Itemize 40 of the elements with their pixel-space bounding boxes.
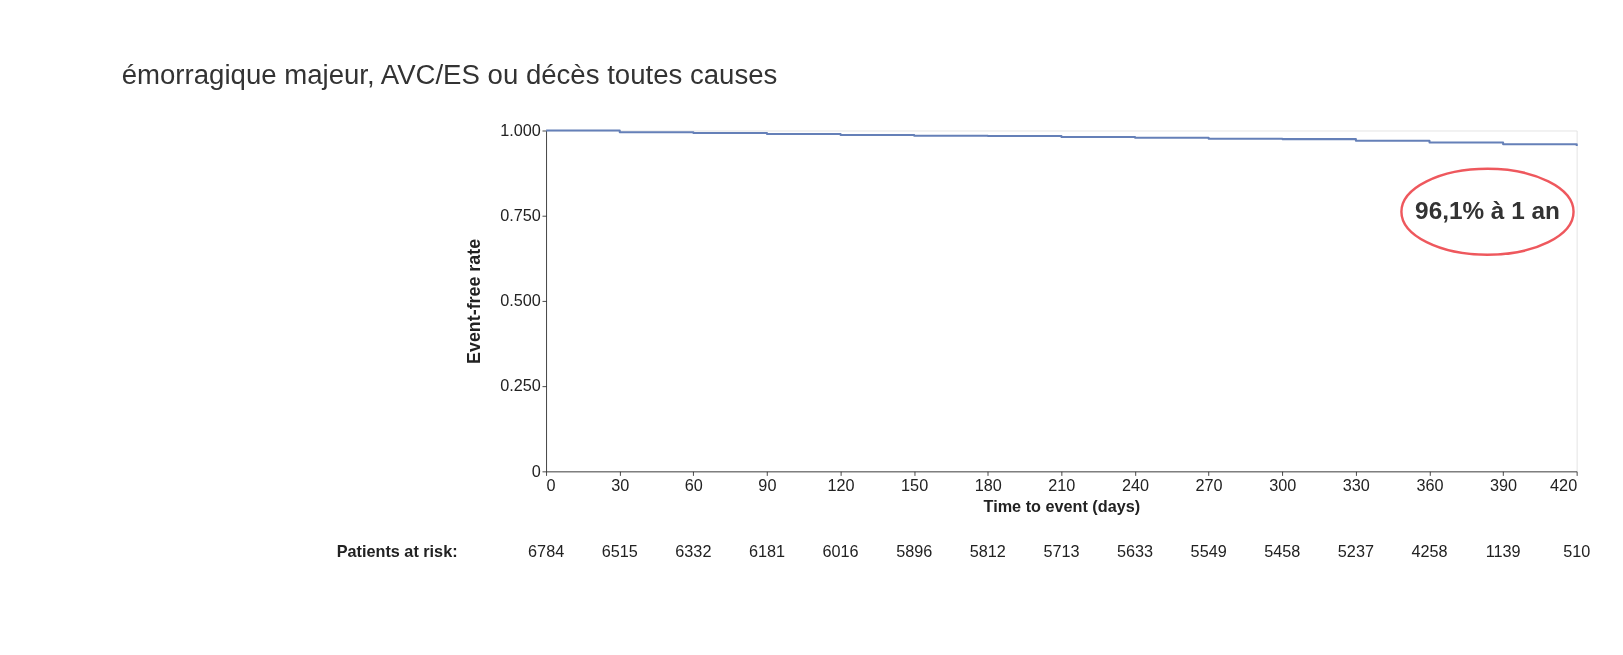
text: 6181 bbox=[748, 542, 786, 561]
text: 4258 bbox=[1411, 542, 1448, 561]
x-tick-label: 90 bbox=[758, 475, 777, 494]
x-tick-label: 150 bbox=[901, 475, 929, 494]
text: 5633 bbox=[1117, 542, 1154, 561]
text: 5713 bbox=[1043, 542, 1080, 561]
y-tick-label: 0 bbox=[531, 461, 541, 480]
x-tick-label: 120 bbox=[827, 475, 855, 494]
x-axis-title: Time to event (days) bbox=[983, 496, 1141, 515]
x-tick-label: 30 bbox=[611, 475, 630, 494]
text: 6515 bbox=[601, 542, 638, 561]
y-tick-label: 1.000 bbox=[500, 120, 541, 139]
x-tick-label: 390 bbox=[1490, 475, 1518, 494]
y-tick-label: 0.750 bbox=[500, 206, 541, 225]
y-tick-label: 0.500 bbox=[500, 291, 541, 310]
chart-title: émorragique majeur, AVC/ES ou décès toutes causes bbox=[121, 59, 778, 91]
x-tick-label: 330 bbox=[1342, 475, 1370, 494]
x-tick-label: 210 bbox=[1048, 475, 1076, 494]
text: 1139 bbox=[1485, 542, 1521, 561]
text: 5812 bbox=[969, 542, 1006, 561]
annotation: 96,1% à 1 an bbox=[1415, 197, 1560, 225]
x-tick-label: 60 bbox=[684, 475, 703, 494]
text: 5458 bbox=[1264, 542, 1301, 561]
text: 6016 bbox=[822, 542, 859, 561]
x-tick-label: 0 bbox=[546, 475, 556, 494]
y-tick-label: 0.250 bbox=[500, 376, 541, 395]
x-tick-label: 360 bbox=[1416, 475, 1444, 494]
x-tick-label: 420 bbox=[1550, 475, 1578, 494]
text: 510 bbox=[1563, 542, 1591, 561]
text: 6784 bbox=[528, 542, 565, 561]
y-axis-title: Event-free rate bbox=[463, 238, 484, 364]
text: 5549 bbox=[1190, 542, 1227, 561]
text: 6332 bbox=[675, 542, 712, 561]
x-tick-label: 270 bbox=[1195, 475, 1223, 494]
text: 5237 bbox=[1337, 542, 1374, 561]
x-tick-label: 180 bbox=[974, 475, 1002, 494]
x-tick-label: 240 bbox=[1121, 475, 1149, 494]
text: 5896 bbox=[896, 542, 933, 561]
x-tick-label: 300 bbox=[1269, 475, 1297, 494]
text: Patients at risk: bbox=[336, 542, 458, 561]
